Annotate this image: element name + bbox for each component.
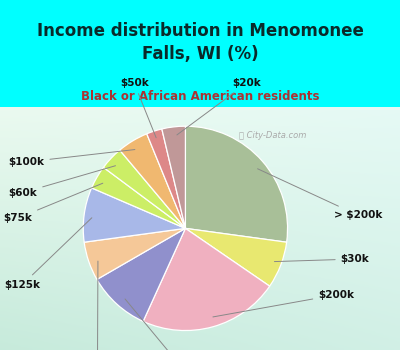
Text: $100k: $100k bbox=[8, 149, 135, 167]
Wedge shape bbox=[104, 150, 186, 229]
Text: $20k: $20k bbox=[177, 78, 261, 135]
Text: > $200k: > $200k bbox=[258, 169, 382, 220]
Wedge shape bbox=[147, 129, 186, 229]
Text: Income distribution in Menomonee
Falls, WI (%): Income distribution in Menomonee Falls, … bbox=[36, 22, 364, 63]
Wedge shape bbox=[186, 126, 288, 242]
Wedge shape bbox=[97, 229, 186, 321]
Text: $10k: $10k bbox=[83, 261, 112, 350]
Wedge shape bbox=[84, 229, 186, 279]
Text: $75k: $75k bbox=[3, 183, 103, 223]
Text: Black or African American residents: Black or African American residents bbox=[81, 90, 319, 103]
Text: $60k: $60k bbox=[8, 166, 116, 198]
Text: ⓘ City-Data.com: ⓘ City-Data.com bbox=[239, 132, 307, 140]
Wedge shape bbox=[162, 126, 186, 229]
Text: $40k: $40k bbox=[125, 299, 208, 350]
Wedge shape bbox=[143, 229, 270, 330]
Wedge shape bbox=[83, 188, 186, 242]
Text: $200k: $200k bbox=[213, 290, 354, 317]
Text: $30k: $30k bbox=[274, 254, 370, 264]
Wedge shape bbox=[186, 229, 287, 286]
Wedge shape bbox=[92, 167, 186, 229]
Wedge shape bbox=[120, 134, 186, 229]
Text: $50k: $50k bbox=[120, 78, 156, 138]
Text: $125k: $125k bbox=[4, 218, 92, 289]
